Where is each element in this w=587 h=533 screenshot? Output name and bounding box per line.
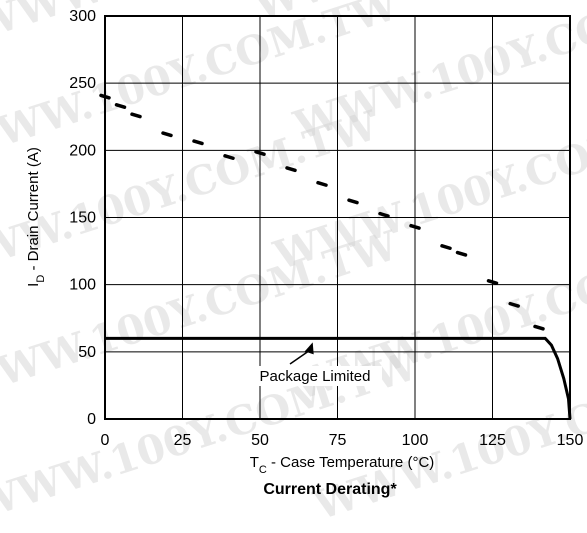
data-point [285,166,297,173]
chart-title: Current Derating* [263,481,397,498]
y-tick-labels: 0 50 100 150 200 250 300 [69,8,96,428]
x-tick-labels: 0 25 50 75 100 125 150 [101,432,584,449]
data-point [378,211,390,218]
data-point [161,131,173,138]
y-tick-label: 150 [69,210,96,227]
y-tick-label: 100 [69,277,96,294]
annotation-layer: Package Limited [248,342,382,386]
y-tick-label: 0 [87,411,96,428]
annotation-label: Package Limited [260,368,371,385]
plot-frame [104,15,571,420]
x-tick-label: 75 [329,432,347,449]
data-point [486,279,499,285]
y-axis-title: ID - Drain Current (A) [25,147,47,287]
data-point [114,103,127,109]
data-point [192,139,204,146]
x-tick-label: 125 [479,432,506,449]
series-line [105,336,572,420]
data-point [316,180,328,187]
data-point [254,150,266,156]
grid-lines [105,16,570,419]
data-point [440,244,452,251]
x-tick-label: 100 [402,432,429,449]
x-axis-title: TC - Case Temperature (°C) [250,454,435,476]
y-tick-label: 200 [69,142,96,159]
data-point [99,93,111,100]
x-tick-label: 50 [251,432,269,449]
x-tick-label: 0 [101,432,110,449]
y-tick-label: 250 [69,75,96,92]
x-tick-label: 150 [557,432,584,449]
data-point [223,154,235,160]
x-tick-label: 25 [174,432,192,449]
series-layer [99,93,572,420]
annotation-background [248,366,382,386]
y-tick-label: 50 [78,344,96,361]
data-point [130,112,142,119]
data-point [533,324,545,331]
annotation-arrow-line [289,349,311,365]
y-tick-label: 300 [69,8,96,25]
data-point [455,250,468,257]
data-point [508,301,520,308]
annotation-arrow-head [304,342,314,355]
data-point [347,198,359,205]
data-point [409,223,421,230]
